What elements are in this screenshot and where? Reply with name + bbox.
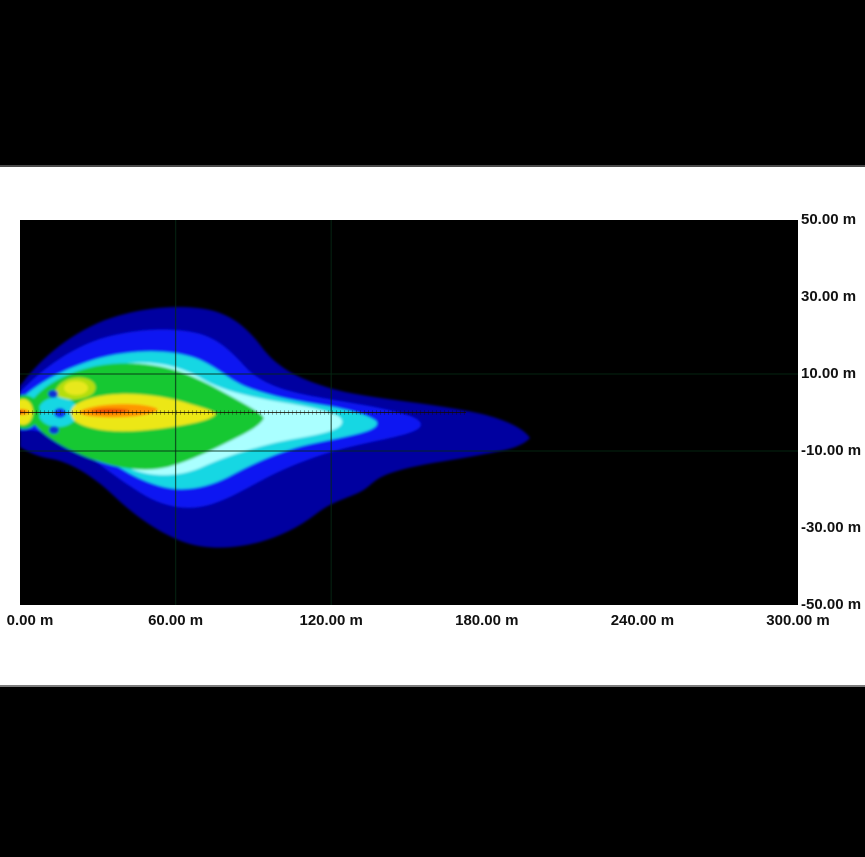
x-axis-tick-label: 300.00 m [766,612,830,629]
blue-speckle [49,426,59,434]
x-axis-tick-label: 240.00 m [610,612,675,629]
beam-plot-area [20,220,798,605]
y-axis-tick-label: 30.00 m [801,288,857,305]
beam-contour-layers [20,307,530,548]
beam-contour-chart [20,220,798,605]
y-axis-tick-label: -10.00 m [801,442,862,459]
x-axis-tick-label: 0.00 m [6,612,54,629]
upper-yellow-patch [64,381,88,395]
y-axis-tick-label: -50.00 m [801,596,862,613]
y-axis-tick-label: 10.00 m [801,365,857,382]
x-axis-tick-label: 180.00 m [455,612,519,629]
x-axis-tick-label: 120.00 m [299,612,363,629]
y-axis-tick-label: 50.00 m [801,211,857,228]
x-axis-tick-label: 60.00 m [148,612,204,629]
bottom-letterbox-bar [0,685,865,857]
blue-speckle [48,390,58,398]
y-axis-tick-label: -30.00 m [801,519,862,536]
grid-line-group [20,220,798,605]
top-letterbox-bar [0,0,865,167]
